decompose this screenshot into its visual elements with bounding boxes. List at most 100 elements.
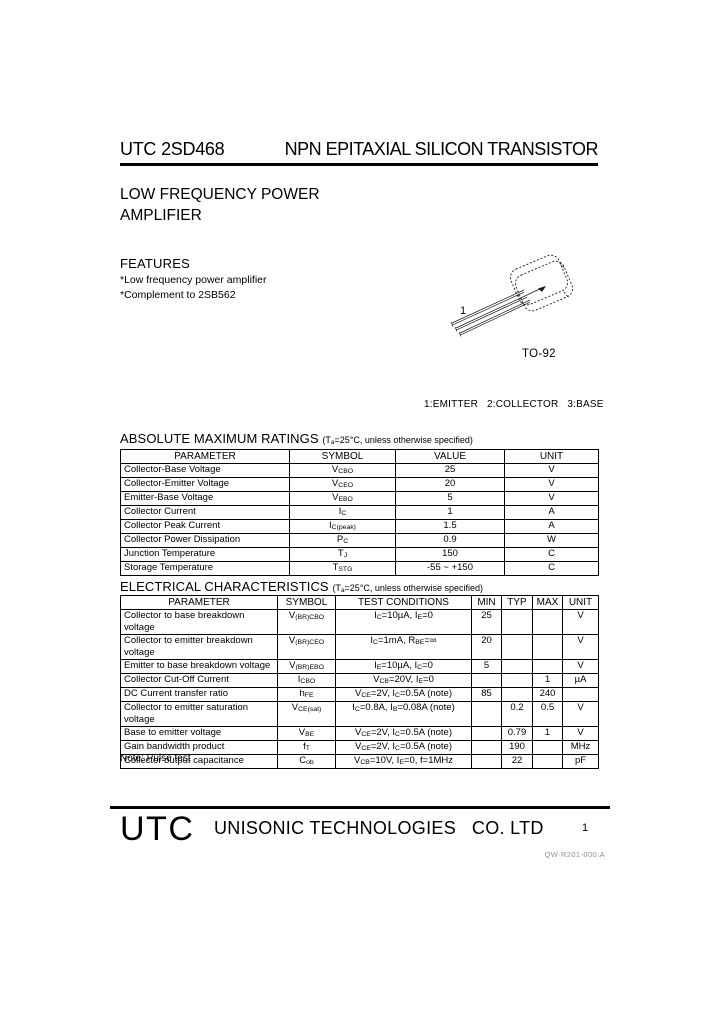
table-row: Collector Power Dissipation PC 0.9 W xyxy=(120,533,599,548)
cell-parameter: DC Current transfer ratio xyxy=(120,687,278,702)
cell-symbol: hFE xyxy=(277,687,336,702)
cell-min xyxy=(471,726,502,741)
cell-conditions: IC=10µA, IE=0 xyxy=(335,609,472,635)
cell-parameter: Emitter-Base Voltage xyxy=(120,491,290,506)
cell-parameter: Collector output capacitance xyxy=(120,754,278,769)
to92-body xyxy=(509,254,574,312)
page-number: 1 xyxy=(582,822,589,834)
cell-symbol: V(BR)CEO xyxy=(277,634,336,660)
header-row: PARAMETER SYMBOL TEST CONDITIONS MIN TYP MAX U… xyxy=(120,595,599,610)
section-condition: (Ta=25°C, unless otherwise specified) xyxy=(332,583,483,595)
package-name: TO-92 xyxy=(522,348,556,360)
cell-value: 1 xyxy=(395,505,505,520)
lead-lines xyxy=(450,289,531,337)
column-header: PARAMETER xyxy=(120,449,290,464)
cell-min xyxy=(471,701,502,727)
cell-parameter: Collector to base breakdown voltage xyxy=(120,609,278,635)
cell-min: 25 xyxy=(471,609,502,635)
cell-typ: 190 xyxy=(501,740,533,755)
part-number: UTC 2SD468 xyxy=(120,139,225,160)
table-row: Collector Current IC 1 A xyxy=(120,505,599,520)
cell-value: 20 xyxy=(395,477,505,492)
section-title: ABSOLUTE MAXIMUM RATINGS xyxy=(120,431,319,446)
cell-conditions: IC=1mA, RBE=∞ xyxy=(335,634,472,660)
feature-item: *Low frequency power amplifier xyxy=(120,274,267,286)
cell-symbol: VCBO xyxy=(289,463,396,478)
cell-unit: A xyxy=(504,519,599,534)
features-heading: FEATURES xyxy=(120,256,190,271)
utc-logo: UTC xyxy=(120,810,195,848)
column-header: SYMBOL xyxy=(289,449,396,464)
cell-min xyxy=(471,754,502,769)
cell-symbol: VCE(sat) xyxy=(277,701,336,727)
abs-max-table: PARAMETER SYMBOL VALUE UNIT Collector-Base … xyxy=(120,449,599,576)
column-header: MIN xyxy=(471,595,502,610)
table-row: Emitter-Base Voltage VEBO 5 V xyxy=(120,491,599,506)
table-row: Junction Temperature TJ 150 C xyxy=(120,547,599,562)
cell-value: 1.5 xyxy=(395,519,505,534)
cell-typ xyxy=(501,687,533,702)
cell-max: 240 xyxy=(532,687,563,702)
cell-unit: V xyxy=(504,491,599,506)
cell-symbol: fT xyxy=(277,740,336,755)
cell-unit: W xyxy=(504,533,599,548)
table-row: Collector output capacitance Cob VCB=10V, … xyxy=(120,754,599,769)
cell-max: 1 xyxy=(532,673,563,688)
cell-typ: 0.79 xyxy=(501,726,533,741)
pin1-label: 1 xyxy=(460,305,466,317)
cell-parameter: Collector Peak Current xyxy=(120,519,290,534)
table-row: Base to emitter voltage VBE VCE=2V, IC=0.5… xyxy=(120,726,599,741)
cell-symbol: TSTG xyxy=(289,561,396,576)
cell-unit: V xyxy=(562,701,599,727)
cell-conditions: VCE=2V, IC=0.5A (note) xyxy=(335,687,472,702)
table-row: Emitter to base breakdown voltage V(BR)EB… xyxy=(120,659,599,674)
cell-conditions: VCB=20V, IE=0 xyxy=(335,673,472,688)
cell-symbol: VBE xyxy=(277,726,336,741)
abs-max-heading: ABSOLUTE MAXIMUM RATINGS (Ta=25°C, unles… xyxy=(120,431,473,446)
brand-name: UTC xyxy=(120,139,157,159)
section-condition: (Ta=25°C, unless otherwise specified) xyxy=(322,435,473,447)
cell-value: 0.9 xyxy=(395,533,505,548)
cell-symbol: ICBO xyxy=(277,673,336,688)
cell-value: 5 xyxy=(395,491,505,506)
cell-symbol: IC xyxy=(289,505,396,520)
column-header: TYP xyxy=(501,595,533,610)
column-header: UNIT xyxy=(562,595,599,610)
cell-max: 0.5 xyxy=(532,701,563,727)
cell-conditions: IC=0.8A, IB=0.08A (note) xyxy=(335,701,472,727)
cell-max xyxy=(532,609,563,635)
cell-max xyxy=(532,754,563,769)
device-title: NPN EPITAXIAL SILICON TRANSISTOR xyxy=(284,139,599,159)
cell-unit: pF xyxy=(562,754,599,769)
cell-value: 25 xyxy=(395,463,505,478)
table-row: Collector to base breakdown voltage V(BR)… xyxy=(120,609,599,635)
cell-symbol: VCEO xyxy=(289,477,396,492)
cell-symbol: TJ xyxy=(289,547,396,562)
cell-conditions: VCE=2V, IC=0.5A (note) xyxy=(335,726,472,741)
cell-unit: C xyxy=(504,561,599,576)
cell-parameter: Junction Temperature xyxy=(120,547,290,562)
header-row: PARAMETER SYMBOL VALUE UNIT xyxy=(120,449,599,464)
cell-conditions: IE=10µA, IC=0 xyxy=(335,659,472,674)
cell-typ xyxy=(501,659,533,674)
device-description: LOW FREQUENCY POWER AMPLIFIER xyxy=(120,186,320,224)
cell-value: 150 xyxy=(395,547,505,562)
cell-typ xyxy=(501,673,533,688)
cell-conditions: VCB=10V, IE=0, f=1MHz xyxy=(335,754,472,769)
cell-unit: µA xyxy=(562,673,599,688)
footer-divider xyxy=(110,806,610,809)
table-row: Collector-Base Voltage VCBO 25 V xyxy=(120,463,599,478)
column-header: MAX xyxy=(532,595,563,610)
column-header: VALUE xyxy=(395,449,505,464)
cell-parameter: Collector Current xyxy=(120,505,290,520)
table-row: Collector Peak Current IC(peak) 1.5 A xyxy=(120,519,599,534)
cell-conditions: VCE=2V, IC=0.5A (note) xyxy=(335,740,472,755)
cell-symbol: V(BR)EBO xyxy=(277,659,336,674)
company-name: UNISONIC TECHNOLOGIES CO. LTD xyxy=(214,818,544,838)
cell-unit: V xyxy=(562,634,599,660)
column-header: SYMBOL xyxy=(277,595,336,610)
table-row: Storage Temperature TSTG -55 ~ +150 C xyxy=(120,561,599,576)
pulse-test-note: Note: Pulse test xyxy=(120,753,191,764)
cell-unit: V xyxy=(504,463,599,478)
